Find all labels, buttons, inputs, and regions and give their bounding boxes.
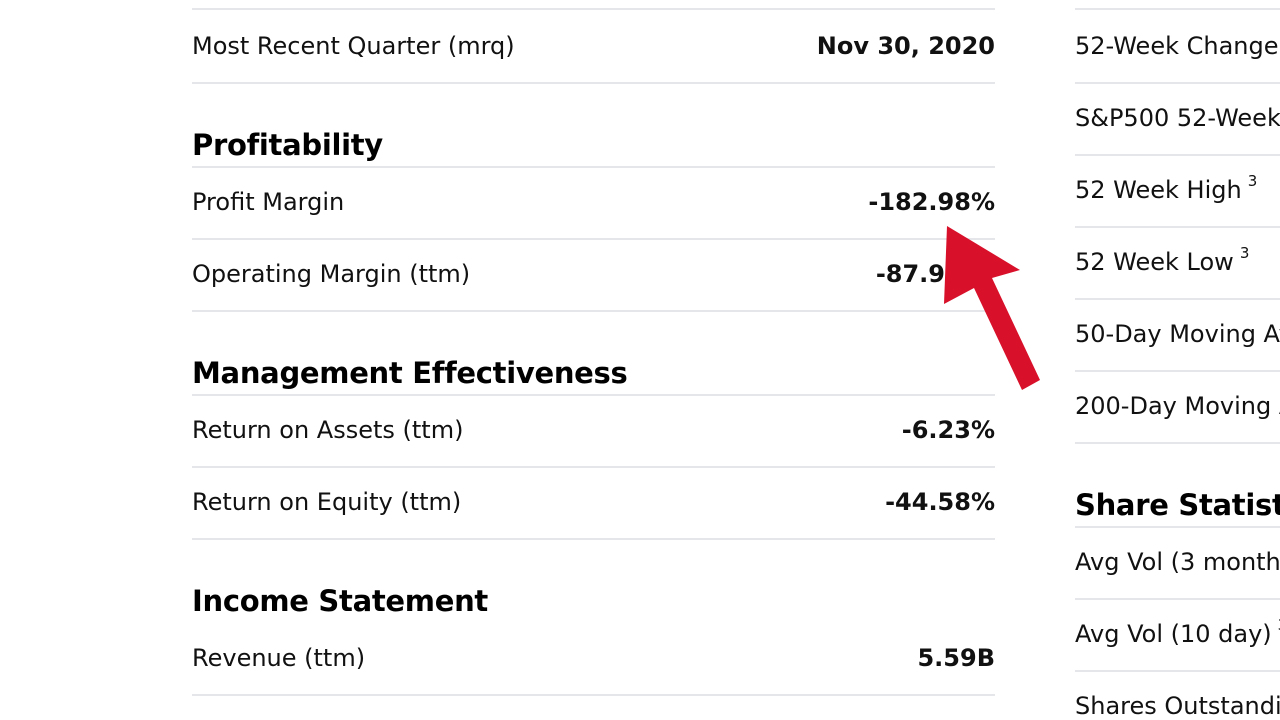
stat-label: 52 Week High 3 xyxy=(1075,172,1258,204)
stat-row-52-week-change: 52-Week Change xyxy=(1075,10,1280,84)
stat-label: Operating Margin (ttm) xyxy=(192,260,471,288)
stat-row-50-day-moving-average: 50-Day Moving Av xyxy=(1075,298,1280,372)
stat-row-avg-vol-10-day: Avg Vol (10 day)3 xyxy=(1075,598,1280,672)
stat-row-operating-margin: Operating Margin (ttm) -87.9 xyxy=(192,238,995,312)
stat-value: 5.59B xyxy=(917,644,995,672)
stat-row-return-on-assets: Return on Assets (ttm) -6.23% xyxy=(192,394,995,468)
stat-row-shares-outstanding: Shares Outstandi xyxy=(1075,670,1280,720)
footnote-marker: 3 xyxy=(1239,244,1250,262)
stat-row-sp500-52-week: S&P500 52-Week xyxy=(1075,82,1280,156)
stat-label: 52 Week Low 3 xyxy=(1075,244,1250,276)
stat-row-return-on-equity: Return on Equity (ttm) -44.58% xyxy=(192,466,995,540)
section-heading-share-statistics: Share Statistic xyxy=(1075,470,1280,528)
stat-label: Return on Equity (ttm) xyxy=(192,488,462,516)
stat-row-52-week-high: 52 Week High 3 xyxy=(1075,154,1280,228)
stat-label: Revenue (ttm) xyxy=(192,644,366,672)
section-heading-profitability: Profitability xyxy=(192,110,995,168)
stat-row-avg-vol-3-month: Avg Vol (3 month xyxy=(1075,526,1280,600)
stat-label: Avg Vol (10 day)3 xyxy=(1075,616,1280,648)
stat-label: S&P500 52-Week xyxy=(1075,104,1280,132)
stat-row-revenue: Revenue (ttm) 5.59B xyxy=(192,622,995,696)
stat-value: Nov 30, 2020 xyxy=(816,32,995,60)
stat-label: Return on Assets (ttm) xyxy=(192,416,464,444)
stat-label: 200-Day Moving A xyxy=(1075,392,1280,420)
stat-value: -87.9 xyxy=(875,260,945,288)
stat-label: Avg Vol (3 month xyxy=(1075,548,1280,576)
section-heading-management-effectiveness: Management Effectiveness xyxy=(192,338,995,396)
stat-value: -6.23% xyxy=(901,416,995,444)
stat-value: -182.98% xyxy=(868,188,995,216)
stat-row-most-recent-quarter: Most Recent Quarter (mrq) Nov 30, 2020 xyxy=(192,10,995,84)
section-heading-income-statement: Income Statement xyxy=(192,584,488,618)
stat-row-profit-margin: Profit Margin -182.98% xyxy=(192,166,995,240)
stat-label: Most Recent Quarter (mrq) xyxy=(192,32,515,60)
stat-label: Shares Outstandi xyxy=(1075,692,1280,720)
divider xyxy=(1075,8,1280,10)
footnote-marker: 3 xyxy=(1278,616,1280,634)
stat-label: 50-Day Moving Av xyxy=(1075,320,1280,348)
stat-value: -44.58% xyxy=(885,488,995,516)
footnote-marker: 3 xyxy=(1247,172,1258,190)
divider xyxy=(192,8,995,10)
stat-label: Profit Margin xyxy=(192,188,345,216)
stat-label: 52-Week Change xyxy=(1075,32,1279,60)
stat-row-52-week-low: 52 Week Low 3 xyxy=(1075,226,1280,300)
stat-row-200-day-moving-average: 200-Day Moving A xyxy=(1075,370,1280,444)
